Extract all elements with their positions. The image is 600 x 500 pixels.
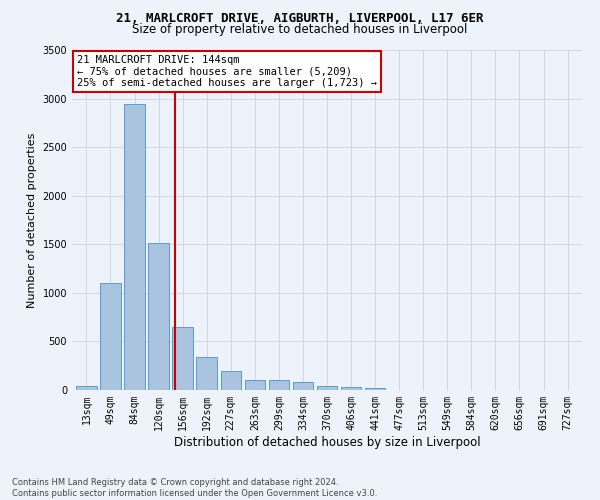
Bar xyxy=(221,371,241,390)
Text: Contains HM Land Registry data © Crown copyright and database right 2024.
Contai: Contains HM Land Registry data © Crown c… xyxy=(12,478,377,498)
Bar xyxy=(365,388,385,390)
Text: 21 MARLCROFT DRIVE: 144sqm
← 75% of detached houses are smaller (5,209)
25% of s: 21 MARLCROFT DRIVE: 144sqm ← 75% of deta… xyxy=(77,55,377,88)
Bar xyxy=(317,386,337,390)
Bar xyxy=(196,357,217,390)
Bar xyxy=(293,382,313,390)
Bar xyxy=(124,104,145,390)
Bar xyxy=(245,380,265,390)
Y-axis label: Number of detached properties: Number of detached properties xyxy=(27,132,37,308)
Bar xyxy=(172,327,193,390)
Text: Size of property relative to detached houses in Liverpool: Size of property relative to detached ho… xyxy=(133,22,467,36)
Bar xyxy=(269,380,289,390)
Bar xyxy=(76,386,97,390)
Bar xyxy=(100,283,121,390)
Bar xyxy=(341,386,361,390)
Bar xyxy=(148,244,169,390)
Text: 21, MARLCROFT DRIVE, AIGBURTH, LIVERPOOL, L17 6ER: 21, MARLCROFT DRIVE, AIGBURTH, LIVERPOOL… xyxy=(116,12,484,26)
X-axis label: Distribution of detached houses by size in Liverpool: Distribution of detached houses by size … xyxy=(173,436,481,448)
